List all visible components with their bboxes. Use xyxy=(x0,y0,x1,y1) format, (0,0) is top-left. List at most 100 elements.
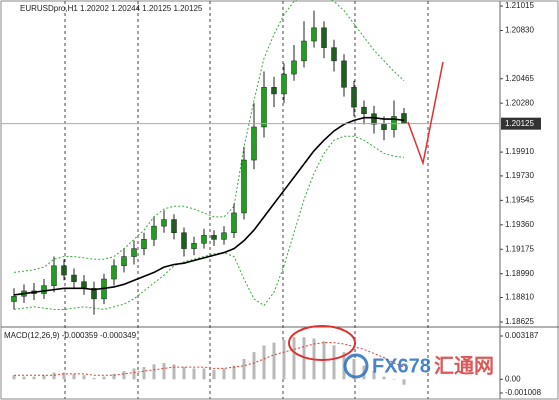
candle-body xyxy=(261,87,267,128)
candle-body xyxy=(401,113,407,124)
candle-body xyxy=(351,87,357,108)
candle-body xyxy=(131,248,137,257)
candle-body xyxy=(361,106,367,115)
macd-bar xyxy=(352,358,356,380)
macd-bar xyxy=(292,337,296,380)
y-tick-label: 1.20465 xyxy=(505,74,534,83)
macd-bar xyxy=(202,368,206,380)
macd-bar xyxy=(212,369,216,380)
candle-body xyxy=(51,265,57,286)
macd-bar xyxy=(282,339,286,380)
y-tick-label: 1.21015 xyxy=(505,1,534,10)
last-price-box xyxy=(501,117,541,130)
candle-body xyxy=(181,232,187,249)
candle-body xyxy=(41,285,47,294)
macd-bar xyxy=(162,362,166,380)
candle-body xyxy=(251,126,257,161)
y-tick-label: 1.20830 xyxy=(505,26,534,35)
candle-body xyxy=(151,225,157,240)
candle-body xyxy=(211,235,217,240)
macd-bar xyxy=(192,368,196,380)
candle-body xyxy=(71,274,77,282)
macd-bar xyxy=(242,358,246,380)
y-tick-label: 1.19175 xyxy=(505,244,534,253)
macd-bar xyxy=(372,371,376,380)
y-tick-label: 1.19730 xyxy=(505,171,534,180)
macd-bar xyxy=(52,372,56,380)
macd-bar xyxy=(62,372,66,380)
watermark: FX678 汇通网 xyxy=(343,353,494,379)
macd-bar xyxy=(92,377,96,380)
macd-bar xyxy=(112,373,116,380)
macd-bar xyxy=(262,345,266,380)
macd-bar xyxy=(172,364,176,380)
macd-bar xyxy=(152,364,156,380)
y-tick-label: 0.00 xyxy=(505,374,521,383)
candle-body xyxy=(381,124,387,130)
y-tick-label: -0.001008 xyxy=(505,388,542,397)
macd-bar xyxy=(72,373,76,380)
candle-body xyxy=(121,256,127,267)
macd-bar xyxy=(12,375,16,380)
candle-body xyxy=(391,116,397,130)
macd-bar xyxy=(382,376,386,380)
macd-bar xyxy=(32,376,36,380)
y-tick-label: 1.18990 xyxy=(505,269,534,278)
macd-bar xyxy=(142,367,146,380)
candle-body xyxy=(291,60,297,75)
y-tick-label: 1.19910 xyxy=(505,147,534,156)
y-tick-label: 1.19545 xyxy=(505,195,534,204)
chart-title: EURUSDpro,H1 1.20202 1.20244 1.20125 1.2… xyxy=(20,4,203,13)
candle-body xyxy=(11,295,17,302)
y-tick-label: 1.18810 xyxy=(505,293,534,302)
candle-body xyxy=(191,243,197,249)
candle-body xyxy=(371,113,377,125)
annotation-arrow xyxy=(407,61,444,166)
candle-body xyxy=(331,47,337,62)
macd-bar xyxy=(402,379,406,385)
macd-bar xyxy=(22,376,26,380)
macd-bar xyxy=(182,367,186,380)
candle-body xyxy=(231,212,237,234)
macd-bar xyxy=(42,375,46,380)
y-tick-label: 1.18625 xyxy=(505,317,534,326)
watermark-brand: FX678 xyxy=(372,355,431,377)
candle-body xyxy=(201,235,207,244)
macd-title: MACD(12,26,9) -0.000359 -0.000349 xyxy=(4,331,137,340)
y-tick-label: 1.20280 xyxy=(505,98,534,107)
macd-bar xyxy=(122,371,126,380)
macd-bar xyxy=(232,365,236,380)
watermark-name: 汇通网 xyxy=(434,354,494,377)
candle-body xyxy=(91,288,97,300)
candle-body xyxy=(311,27,317,42)
candle-body xyxy=(301,40,307,62)
y-tick-label: 0.003187 xyxy=(505,331,539,340)
watermark-logo xyxy=(343,353,369,379)
candle-body xyxy=(111,265,117,280)
candle-body xyxy=(61,265,67,276)
band-upper xyxy=(13,0,405,273)
macd-bar xyxy=(332,345,336,380)
candle-body xyxy=(221,232,227,240)
y-tick-label: 1.19360 xyxy=(505,220,534,229)
candle-body xyxy=(341,60,347,88)
candle-body xyxy=(241,159,247,214)
band-lower xyxy=(13,135,405,310)
candle-body xyxy=(141,239,147,249)
period-separators xyxy=(64,1,429,399)
candle-body xyxy=(321,27,327,48)
moving-average xyxy=(13,116,405,296)
macd-bar xyxy=(102,376,106,380)
candle-body xyxy=(171,219,177,234)
candle-body xyxy=(271,87,277,95)
macd-bar xyxy=(132,368,136,380)
macd-bar xyxy=(272,342,276,380)
macd-bar xyxy=(222,368,226,380)
candle-body xyxy=(81,281,87,289)
plot-layer: 1.21015 1.20830 1.20465 1.20280 1.19910 1.197… xyxy=(1,0,542,397)
candle-body xyxy=(161,219,167,227)
annotation-ellipse xyxy=(288,325,356,361)
